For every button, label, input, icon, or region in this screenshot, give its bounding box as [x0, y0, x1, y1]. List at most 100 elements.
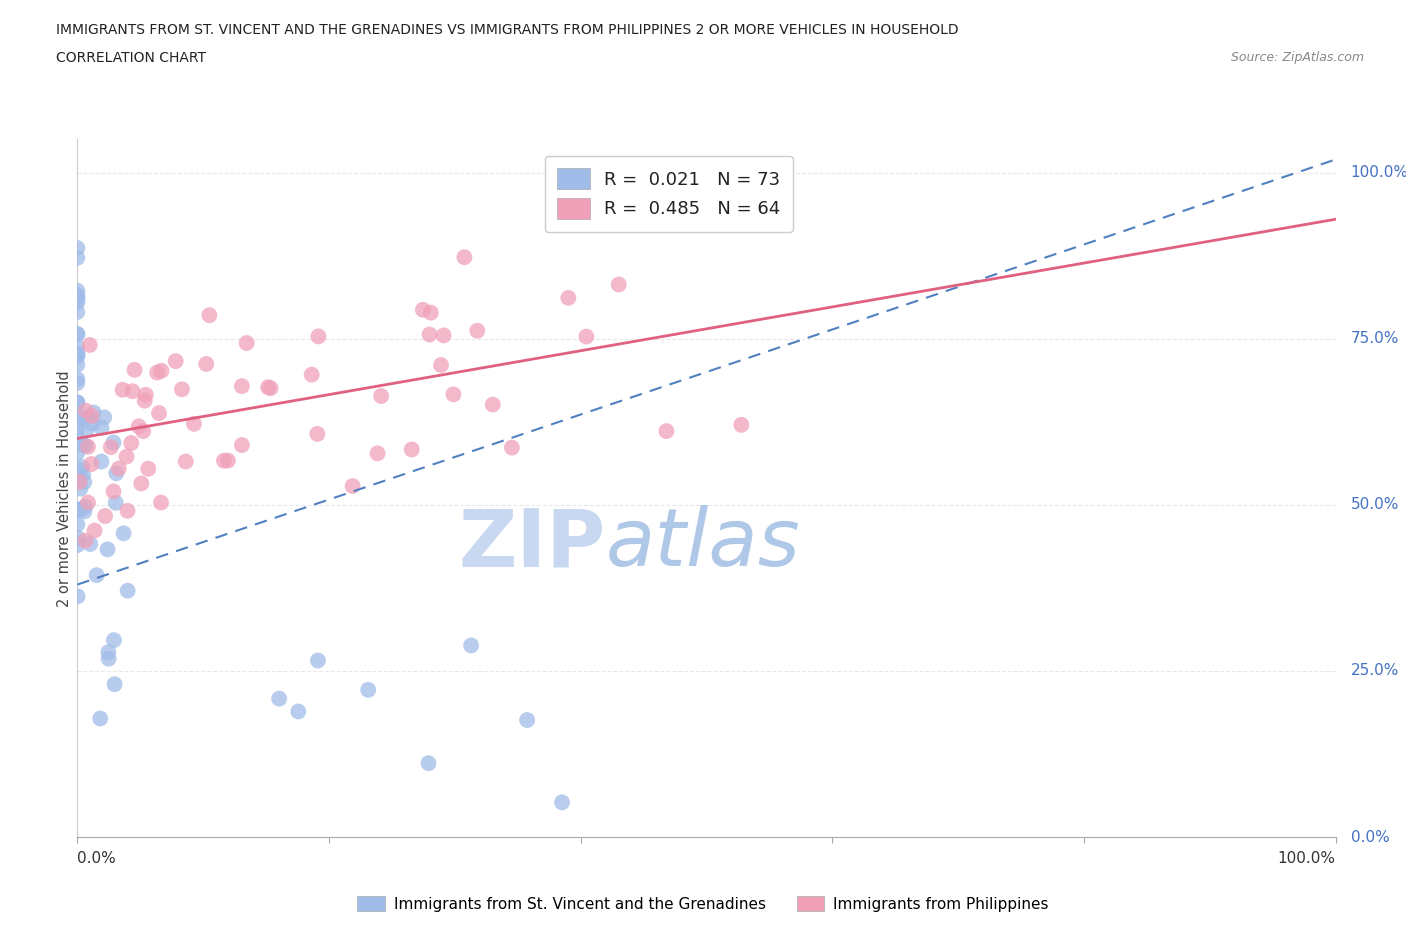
- Point: [66, 349, 89, 364]
- Point: [257, 379, 280, 394]
- Point: [121, 384, 143, 399]
- Y-axis label: 2 or more Vehicles in Household: 2 or more Vehicles in Household: [56, 370, 72, 606]
- Point: [90, 420, 112, 435]
- Point: [66, 372, 89, 387]
- Point: [112, 525, 135, 540]
- Point: [150, 364, 173, 379]
- Point: [655, 424, 678, 439]
- Point: [73, 474, 96, 489]
- Point: [69, 462, 91, 477]
- Legend: R =  0.021   N = 73, R =  0.485   N = 64: R = 0.021 N = 73, R = 0.485 N = 64: [544, 155, 793, 232]
- Point: [66, 349, 89, 364]
- Point: [135, 387, 157, 402]
- Point: [66, 394, 89, 409]
- Point: [66, 395, 89, 410]
- Point: [357, 683, 380, 698]
- Point: [148, 405, 170, 420]
- Point: [66, 357, 89, 372]
- Point: [117, 583, 139, 598]
- Point: [73, 504, 96, 519]
- Point: [76, 422, 98, 437]
- Point: [77, 495, 100, 510]
- Point: [75, 438, 97, 453]
- Point: [132, 424, 155, 439]
- Point: [134, 393, 156, 408]
- Text: Source: ZipAtlas.com: Source: ZipAtlas.com: [1230, 51, 1364, 64]
- Point: [401, 442, 423, 457]
- Point: [66, 339, 89, 354]
- Point: [66, 396, 89, 411]
- Point: [100, 440, 122, 455]
- Point: [66, 502, 89, 517]
- Point: [370, 389, 392, 404]
- Point: [103, 484, 125, 498]
- Point: [557, 290, 579, 305]
- Point: [70, 459, 93, 474]
- Point: [146, 365, 169, 380]
- Point: [69, 474, 91, 489]
- Point: [93, 410, 115, 425]
- Legend: Immigrants from St. Vincent and the Grenadines, Immigrants from Philippines: Immigrants from St. Vincent and the Gren…: [352, 889, 1054, 918]
- Point: [79, 537, 101, 551]
- Point: [516, 712, 538, 727]
- Text: IMMIGRANTS FROM ST. VINCENT AND THE GRENADINES VS IMMIGRANTS FROM PHILIPPINES 2 : IMMIGRANTS FROM ST. VINCENT AND THE GREN…: [56, 23, 959, 37]
- Point: [149, 495, 172, 510]
- Point: [66, 470, 89, 485]
- Point: [66, 250, 89, 265]
- Point: [460, 638, 482, 653]
- Point: [72, 437, 94, 452]
- Point: [453, 250, 475, 265]
- Point: [66, 241, 89, 256]
- Text: atlas: atlas: [606, 505, 800, 583]
- Point: [66, 295, 89, 310]
- Point: [66, 289, 89, 304]
- Point: [418, 756, 440, 771]
- Point: [66, 445, 89, 460]
- Point: [86, 567, 108, 582]
- Point: [217, 453, 239, 468]
- Point: [66, 292, 89, 307]
- Point: [66, 284, 89, 299]
- Point: [77, 409, 100, 424]
- Text: 25.0%: 25.0%: [1351, 663, 1399, 678]
- Point: [136, 461, 159, 476]
- Point: [551, 795, 574, 810]
- Point: [79, 338, 101, 352]
- Point: [165, 353, 187, 368]
- Point: [174, 454, 197, 469]
- Point: [67, 472, 90, 486]
- Point: [72, 467, 94, 482]
- Point: [412, 302, 434, 317]
- Point: [120, 435, 142, 450]
- Point: [90, 454, 112, 469]
- Point: [66, 431, 89, 445]
- Point: [465, 324, 488, 339]
- Point: [287, 704, 309, 719]
- Point: [66, 472, 89, 487]
- Point: [66, 420, 89, 435]
- Point: [66, 413, 89, 428]
- Point: [69, 502, 91, 517]
- Point: [67, 531, 90, 546]
- Point: [501, 440, 523, 455]
- Text: CORRELATION CHART: CORRELATION CHART: [56, 51, 207, 65]
- Point: [481, 397, 503, 412]
- Point: [107, 461, 129, 476]
- Point: [443, 387, 465, 402]
- Point: [259, 380, 281, 395]
- Point: [103, 632, 125, 647]
- Point: [77, 439, 100, 454]
- Point: [97, 644, 120, 659]
- Point: [307, 653, 329, 668]
- Point: [198, 308, 221, 323]
- Text: 0.0%: 0.0%: [1351, 830, 1389, 844]
- Text: 100.0%: 100.0%: [1278, 851, 1336, 866]
- Point: [301, 367, 323, 382]
- Point: [66, 347, 89, 362]
- Point: [103, 435, 125, 450]
- Text: 75.0%: 75.0%: [1351, 331, 1399, 346]
- Point: [96, 542, 118, 557]
- Point: [607, 277, 630, 292]
- Text: ZIP: ZIP: [458, 505, 606, 583]
- Point: [575, 329, 598, 344]
